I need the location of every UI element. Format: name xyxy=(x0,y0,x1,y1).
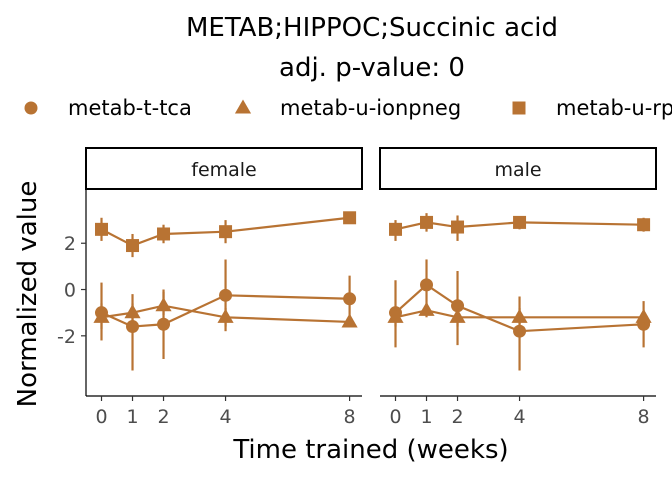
data-point-square xyxy=(343,211,357,225)
x-tick-label: 8 xyxy=(344,406,356,428)
x-tick-label: 0 xyxy=(95,406,107,428)
facet-strip xyxy=(85,147,363,190)
data-point-square xyxy=(513,215,527,229)
y-tick-label: 2 xyxy=(64,233,76,255)
data-point-square xyxy=(451,220,465,234)
data-point-square xyxy=(219,225,233,239)
legend-key-circle xyxy=(24,101,38,115)
legend-key-triangle xyxy=(234,99,252,114)
data-point-square xyxy=(389,222,403,236)
facet-label: female xyxy=(191,159,257,181)
data-point-triangle xyxy=(511,308,528,323)
x-axis-title: Time trained (weeks) xyxy=(232,435,508,465)
data-point-circle xyxy=(157,317,171,331)
data-point-triangle xyxy=(387,308,404,323)
x-tick-label: 4 xyxy=(220,406,232,428)
data-point-triangle xyxy=(418,301,435,316)
data-point-triangle xyxy=(93,308,110,323)
data-point-circle xyxy=(219,288,233,302)
data-point-triangle xyxy=(155,297,172,312)
x-tick-label: 1 xyxy=(126,406,138,428)
x-tick-label: 2 xyxy=(157,406,169,428)
data-point-square xyxy=(95,222,109,236)
data-point-circle xyxy=(126,320,140,334)
y-axis-title: Normalized value xyxy=(13,181,43,408)
legend-label: metab-t-tca xyxy=(68,96,192,120)
facet-strip xyxy=(379,147,657,190)
legend-label: metab-u-ionpneg xyxy=(280,96,461,120)
data-point-square xyxy=(637,218,651,232)
x-tick-label: 4 xyxy=(514,406,526,428)
facet-label: male xyxy=(494,159,541,181)
data-point-triangle xyxy=(341,313,358,328)
x-tick-label: 2 xyxy=(451,406,463,428)
data-point-circle xyxy=(420,278,434,292)
x-tick-label: 0 xyxy=(389,406,401,428)
legend-label: metab-u-rppos xyxy=(556,96,672,120)
x-tick-label: 1 xyxy=(420,406,432,428)
chart-title: METAB;HIPPOC;Succinic acid xyxy=(186,13,558,43)
data-point-triangle xyxy=(124,304,141,319)
data-point-triangle xyxy=(449,308,466,323)
data-point-square xyxy=(420,215,434,229)
x-tick-label: 8 xyxy=(638,406,650,428)
y-tick-label: -2 xyxy=(57,326,76,348)
chart-subtitle: adj. p-value: 0 xyxy=(279,53,465,83)
data-point-circle xyxy=(343,292,357,306)
data-point-triangle xyxy=(217,308,234,323)
y-tick-label: 0 xyxy=(64,280,76,302)
data-point-circle xyxy=(451,299,465,313)
legend-key-square xyxy=(512,101,526,115)
data-point-square xyxy=(126,239,140,253)
legend: metab-t-tca metab-u-ionpneg metab-u-rppos xyxy=(24,96,672,120)
data-point-square xyxy=(157,227,171,241)
data-point-circle xyxy=(513,324,527,338)
data-point-triangle xyxy=(635,308,652,323)
